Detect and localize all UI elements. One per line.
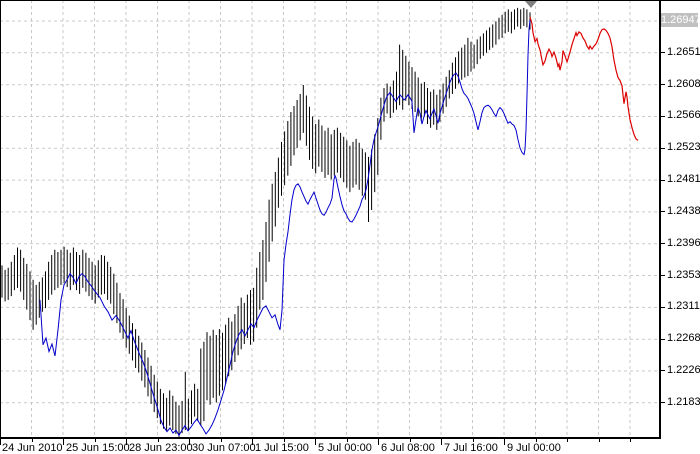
price-scale-label: 1.23110 xyxy=(667,300,700,313)
time-major-tick xyxy=(378,439,379,445)
time-minor-tick xyxy=(567,439,568,442)
price-scale-label: 1.25235 xyxy=(667,141,700,154)
time-scale-label: 9 Jul 00:00 xyxy=(507,442,561,454)
time-minor-tick xyxy=(94,439,96,442)
forecast-start-marker-icon xyxy=(525,1,537,8)
price-tick xyxy=(660,84,665,86)
time-minor-tick xyxy=(472,439,474,442)
price-scale-label: 1.25660 xyxy=(667,109,700,122)
time-scale-label: 7 Jul 16:00 xyxy=(444,442,498,454)
price-scale-label: 1.23535 xyxy=(667,268,700,281)
grid xyxy=(0,0,660,437)
time-minor-tick xyxy=(31,439,33,442)
time-scale-label: 25 Jun 15:00 xyxy=(66,442,130,454)
price-tick xyxy=(660,211,665,213)
price-tick xyxy=(660,370,665,372)
price-scale-label: 1.22260 xyxy=(667,363,700,376)
price-axis-line xyxy=(659,0,661,439)
price-scale-label: 1.23960 xyxy=(667,236,700,249)
price-tick xyxy=(660,402,665,404)
time-major-tick xyxy=(441,439,442,445)
price-tick xyxy=(660,306,665,308)
time-scale-label: 28 Jun 23:00 xyxy=(129,442,193,454)
time-minor-tick xyxy=(220,439,222,442)
time-major-tick xyxy=(504,439,505,445)
time-axis-line xyxy=(0,437,661,439)
forecast-line-series xyxy=(529,16,639,141)
price-tick xyxy=(660,243,665,245)
price-bars-series xyxy=(1,7,531,437)
price-tick xyxy=(660,179,665,181)
top-border xyxy=(0,0,700,1)
model-line-series xyxy=(39,19,531,437)
time-scale-label: 30 Jun 07:00 xyxy=(192,442,256,454)
time-scale-label: 24 Jun 2010 xyxy=(2,442,63,454)
time-minor-tick xyxy=(157,439,159,442)
price-scale-label: 1.22685 xyxy=(667,332,700,345)
time-minor-tick xyxy=(598,439,600,442)
price-tick xyxy=(660,115,665,117)
time-minor-tick xyxy=(630,439,631,442)
time-minor-tick xyxy=(409,439,411,442)
price-tick xyxy=(660,275,665,277)
current-price-badge: 1.26947 xyxy=(661,13,700,27)
left-border xyxy=(0,0,1,438)
time-scale-label: 5 Jul 00:00 xyxy=(318,442,372,454)
time-minor-tick xyxy=(535,439,537,442)
time-major-tick xyxy=(315,439,316,445)
price-scale[interactable]: 1.26510 1.26085 1.25660 1.25235 1.24810 1.243… xyxy=(660,0,700,437)
time-minor-tick xyxy=(283,439,285,442)
price-scale-label: 1.24385 xyxy=(667,204,700,217)
time-scale-label: 6 Jul 08:00 xyxy=(381,442,435,454)
price-tick xyxy=(660,338,665,340)
time-major-tick xyxy=(189,439,190,445)
price-tick xyxy=(660,147,665,149)
price-scale-label: 1.24810 xyxy=(667,173,700,186)
time-major-tick xyxy=(0,439,1,445)
time-major-tick xyxy=(252,439,253,445)
time-major-tick xyxy=(126,439,127,445)
price-scale-label: 1.26085 xyxy=(667,77,700,90)
time-scale[interactable]: 24 Jun 2010 25 Jun 15:00 28 Jun 23:00 30 Ju… xyxy=(0,439,700,454)
time-major-tick xyxy=(63,439,64,445)
time-minor-tick xyxy=(346,439,348,442)
time-scale-label: 1 Jul 15:00 xyxy=(255,442,309,454)
price-scale-label: 1.21835 xyxy=(667,395,700,408)
price-scale-label: 1.26510 xyxy=(667,45,700,58)
chart-plot-area[interactable] xyxy=(0,0,660,437)
price-tick xyxy=(660,52,665,54)
